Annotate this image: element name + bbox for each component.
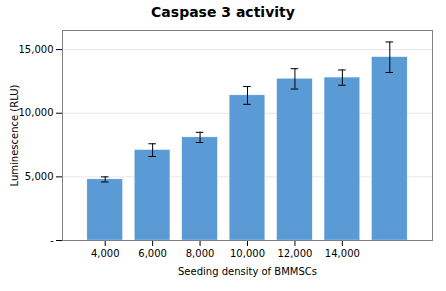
svg-text:5,000: 5,000 (25, 171, 54, 182)
svg-text:6,000: 6,000 (138, 248, 167, 259)
svg-text:-: - (50, 235, 54, 246)
svg-text:Luminescence (RLU): Luminescence (RLU) (9, 84, 20, 186)
svg-text:14,000: 14,000 (325, 248, 360, 259)
svg-text:8,000: 8,000 (186, 248, 215, 259)
html-text:Caspase 3 activity: Caspase 3 activity (151, 4, 295, 20)
svg-text:Seeding density of BMMSCs: Seeding density of BMMSCs (178, 266, 317, 277)
svg-text:10,000: 10,000 (19, 107, 54, 118)
svg-text:10,000: 10,000 (230, 248, 265, 259)
svg-text:4,000: 4,000 (91, 248, 120, 259)
svg-text:12,000: 12,000 (277, 248, 312, 259)
svg-text:15,000: 15,000 (19, 44, 54, 55)
